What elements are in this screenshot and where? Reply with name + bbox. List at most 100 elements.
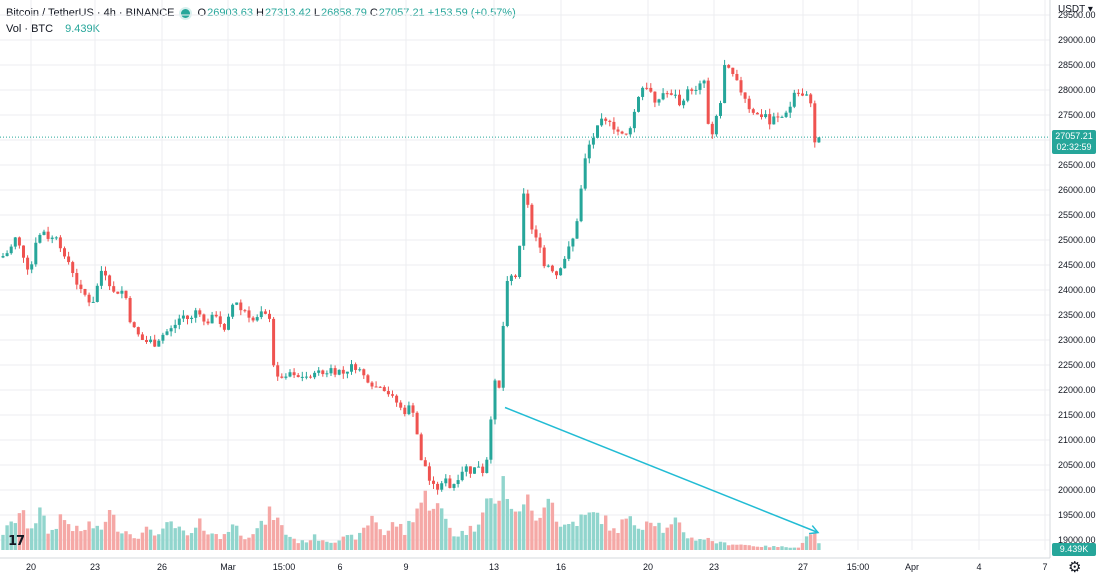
candle-body [75,273,79,285]
volume-bar [485,498,489,550]
volume-bar [632,525,637,550]
volume-bar [140,532,145,550]
candle-body [268,313,271,319]
candle-body [776,116,780,118]
volume-bar [698,538,702,550]
volume-bar [501,476,505,550]
eye-icon[interactable] [180,8,190,18]
x-tick-label: 15:00 [847,562,870,572]
candle-body [657,99,661,103]
volume-bar [456,536,460,550]
candle-body [805,94,809,96]
volume-bar [144,526,149,550]
candle-body [292,372,296,376]
candle-body [464,466,468,472]
current-price-tag: 27057.21 02:32:59 [1052,130,1096,155]
candle-body [559,268,563,276]
volume-bar [780,546,784,550]
volume-bar [62,520,67,550]
time-axis[interactable]: 20 23 26 Mar 15:00 6 9 13 16 20 23 27 15:00 Apr 4 7 [0,557,1050,572]
volume-bar [788,547,792,550]
candle-body [247,310,251,318]
candle-body [116,291,120,294]
volume-bar [390,522,395,550]
volume-bar [804,536,809,550]
volume-bar [616,532,620,550]
y-tick-label: 19000.00 [1058,535,1096,545]
candle-body [350,364,353,372]
candle-body [95,285,99,302]
high-value: 27313.42 [264,7,311,19]
volume-bar [743,544,747,550]
volume-bar [394,526,399,550]
volume-bar [714,543,719,550]
candle-body [653,91,657,103]
candle-body [382,387,386,392]
volume-bar [800,542,805,550]
volume-bar [517,511,522,550]
candle-body [706,80,710,124]
candle-body [772,116,776,125]
candle-body [514,275,517,278]
tradingview-logo[interactable]: 17 [8,534,25,549]
candle-body [341,369,345,374]
volume-bar [554,521,559,550]
candle-body [505,280,509,326]
candle-body [760,114,763,118]
candle-body [345,371,349,374]
volume-bar [173,528,177,550]
volume-bar [591,512,596,550]
symbol-title[interactable]: Bitcoin / TetherUS · 4h · BINANCE [6,7,175,19]
candle-body [473,467,476,474]
volume-bar [665,527,669,550]
volume-bar [522,504,526,550]
x-tick-label: 7 [1042,562,1047,572]
candle-body [518,245,522,278]
volume-bar [460,530,464,550]
volume-bar [431,508,436,550]
candle-body [128,298,132,323]
volume-bar [571,521,575,550]
volume-bar [136,538,140,550]
volume-bar [333,542,337,550]
candle-body [272,318,276,366]
volume-bar [407,520,411,550]
candlesticks [1,59,821,495]
candle-body [419,434,423,461]
candle-body [596,125,599,138]
candle-body [304,376,308,378]
volume-title[interactable]: Vol · BTC [6,23,54,35]
volume-bar [538,517,542,550]
candle-body [202,314,206,322]
candle-body [579,188,583,222]
settings-icon[interactable]: ⚙ [1068,558,1082,576]
currency-label: USDT [1058,4,1086,15]
candle-body [444,478,448,484]
candle-body [632,111,636,129]
volume-bar [83,529,87,550]
candle-body [661,93,665,100]
candle-body [604,118,608,121]
candle-body [817,137,821,143]
volume-bar [727,545,731,550]
volume-bar [337,540,341,550]
candle-body [673,94,677,96]
volume-bar [312,534,317,550]
candle-body [702,80,706,84]
candle-body [276,365,280,377]
volume-bar [177,526,181,550]
candle-body [694,89,698,91]
volume-bar [1,534,5,550]
volume-bar [288,536,292,550]
price-axis[interactable]: 29500.00 29000.00 28500.00 28000.00 27500.00… [1049,0,1096,558]
volume-bar [79,531,83,550]
trend-arrow[interactable] [504,406,820,535]
volume-bar [161,528,165,550]
volume-bar [505,498,509,550]
y-tick-label: 24000.00 [1058,285,1096,295]
volume-bar [718,541,723,550]
volume-bar [526,494,530,550]
volume-bar [75,525,79,550]
currency-dropdown[interactable]: USDT ▾ [1058,4,1093,15]
